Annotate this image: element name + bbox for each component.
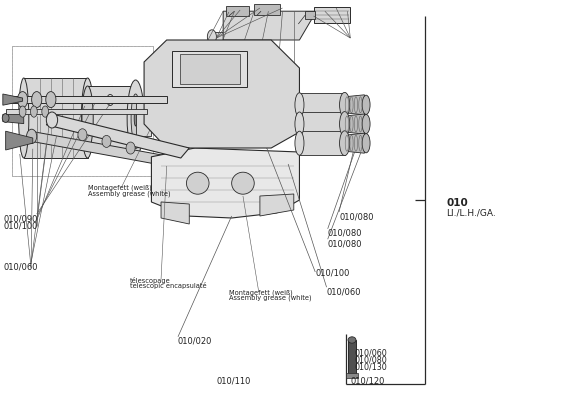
Ellipse shape bbox=[2, 114, 9, 122]
Ellipse shape bbox=[18, 92, 28, 108]
Bar bbox=[203, 59, 214, 79]
Polygon shape bbox=[299, 131, 345, 155]
Ellipse shape bbox=[31, 106, 37, 117]
Ellipse shape bbox=[192, 91, 209, 109]
Polygon shape bbox=[348, 340, 356, 374]
Polygon shape bbox=[28, 132, 174, 166]
Text: télescopage: télescopage bbox=[130, 277, 171, 284]
Ellipse shape bbox=[340, 92, 350, 117]
Ellipse shape bbox=[362, 95, 370, 114]
Polygon shape bbox=[299, 93, 345, 117]
Ellipse shape bbox=[82, 86, 93, 150]
Text: 010: 010 bbox=[446, 198, 468, 208]
Text: Montagefett (weiß): Montagefett (weiß) bbox=[229, 289, 293, 296]
Text: 010/120: 010/120 bbox=[350, 377, 385, 386]
Text: 010/090: 010/090 bbox=[3, 214, 38, 223]
Ellipse shape bbox=[340, 131, 350, 156]
Polygon shape bbox=[226, 6, 249, 16]
Polygon shape bbox=[3, 112, 24, 124]
Ellipse shape bbox=[250, 98, 264, 114]
Polygon shape bbox=[3, 94, 23, 105]
Polygon shape bbox=[180, 54, 240, 84]
Polygon shape bbox=[6, 131, 33, 150]
Text: 010/060: 010/060 bbox=[354, 348, 387, 357]
Text: Montagefett (weiß): Montagefett (weiß) bbox=[88, 185, 151, 191]
Text: Assembly grease (white): Assembly grease (white) bbox=[88, 190, 170, 197]
Ellipse shape bbox=[19, 106, 26, 117]
Text: 010/110: 010/110 bbox=[216, 377, 251, 386]
Ellipse shape bbox=[127, 80, 144, 156]
Text: 010/060: 010/060 bbox=[3, 262, 38, 271]
Polygon shape bbox=[151, 148, 299, 218]
Text: 010/100: 010/100 bbox=[3, 221, 38, 230]
Ellipse shape bbox=[184, 82, 218, 118]
Polygon shape bbox=[136, 100, 151, 136]
Ellipse shape bbox=[134, 110, 137, 126]
Ellipse shape bbox=[46, 92, 56, 108]
Polygon shape bbox=[144, 40, 299, 148]
Ellipse shape bbox=[131, 94, 140, 142]
Text: LI./L.H./GA.: LI./L.H./GA. bbox=[446, 208, 496, 217]
Text: Assembly grease (white): Assembly grease (white) bbox=[229, 295, 311, 301]
Polygon shape bbox=[172, 51, 247, 87]
Ellipse shape bbox=[243, 91, 271, 121]
Ellipse shape bbox=[362, 114, 370, 134]
Polygon shape bbox=[212, 32, 251, 42]
Polygon shape bbox=[46, 115, 189, 158]
Polygon shape bbox=[314, 7, 350, 23]
Bar bbox=[218, 59, 228, 79]
Ellipse shape bbox=[295, 112, 304, 136]
Polygon shape bbox=[88, 86, 136, 150]
Ellipse shape bbox=[133, 144, 138, 148]
Text: 010/130: 010/130 bbox=[354, 362, 387, 372]
Ellipse shape bbox=[207, 30, 216, 44]
Text: 010/060: 010/060 bbox=[327, 287, 361, 296]
Ellipse shape bbox=[19, 78, 29, 158]
Polygon shape bbox=[96, 97, 107, 103]
Bar bbox=[189, 59, 199, 79]
Polygon shape bbox=[161, 202, 189, 224]
Bar bbox=[346, 373, 358, 378]
Text: telescopic encapsulaté: telescopic encapsulaté bbox=[130, 282, 207, 289]
Ellipse shape bbox=[126, 142, 135, 154]
Text: 010/100: 010/100 bbox=[315, 269, 350, 278]
Text: 010/080: 010/080 bbox=[339, 212, 373, 221]
Text: 010/080: 010/080 bbox=[328, 229, 362, 238]
Ellipse shape bbox=[32, 92, 42, 108]
Ellipse shape bbox=[348, 337, 356, 343]
Ellipse shape bbox=[42, 106, 49, 117]
Polygon shape bbox=[345, 95, 364, 115]
Ellipse shape bbox=[232, 172, 254, 194]
Polygon shape bbox=[305, 11, 315, 19]
Ellipse shape bbox=[78, 129, 87, 141]
Ellipse shape bbox=[362, 134, 370, 153]
Ellipse shape bbox=[46, 112, 58, 128]
Ellipse shape bbox=[102, 135, 111, 147]
Polygon shape bbox=[24, 78, 88, 158]
Ellipse shape bbox=[246, 29, 257, 44]
Polygon shape bbox=[260, 194, 294, 216]
Text: 010/080: 010/080 bbox=[328, 239, 362, 248]
Ellipse shape bbox=[295, 131, 304, 155]
Ellipse shape bbox=[295, 93, 304, 117]
Polygon shape bbox=[345, 133, 364, 153]
Polygon shape bbox=[254, 4, 280, 15]
Polygon shape bbox=[6, 109, 147, 114]
Polygon shape bbox=[6, 96, 167, 103]
Bar bbox=[231, 59, 241, 79]
Polygon shape bbox=[345, 114, 364, 134]
Ellipse shape bbox=[27, 129, 37, 144]
Ellipse shape bbox=[186, 172, 209, 194]
Text: 010/020: 010/020 bbox=[178, 337, 212, 346]
Ellipse shape bbox=[81, 78, 94, 158]
Ellipse shape bbox=[340, 112, 350, 136]
Polygon shape bbox=[223, 11, 316, 40]
Polygon shape bbox=[299, 112, 345, 136]
Text: 010/080: 010/080 bbox=[354, 355, 387, 364]
